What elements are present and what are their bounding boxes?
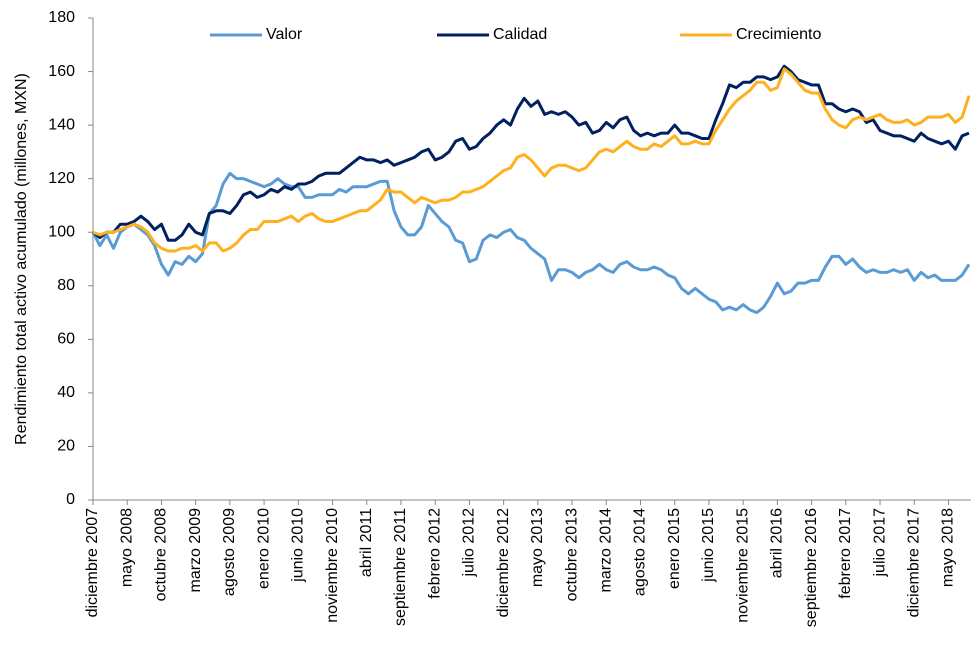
x-tick-label: mayo 2013 (529, 508, 546, 587)
x-tick-label: mayo 2018 (940, 508, 957, 587)
x-tick-label: febrero 2017 (837, 508, 854, 599)
y-tick-label: 80 (57, 277, 75, 294)
y-tick-label: 140 (48, 116, 75, 133)
x-tick-label: diciembre 2012 (495, 508, 512, 618)
y-tick-label: 120 (48, 170, 75, 187)
x-tick-label: septiembre 2011 (392, 508, 409, 626)
x-tick-label: agosto 2014 (632, 508, 649, 596)
x-tick-label: julio 2017 (871, 508, 888, 578)
legend-label: Crecimiento (736, 26, 821, 43)
series-line (92, 64, 970, 242)
y-tick-label: 40 (57, 384, 75, 401)
y-tick-label: 20 (57, 438, 75, 455)
x-tick-label: agosto 2009 (221, 508, 238, 596)
x-tick-label: abril 2016 (769, 508, 786, 578)
x-tick-label: noviembre 2010 (324, 508, 341, 623)
x-tick-label: marzo 2014 (598, 508, 615, 593)
legend-label: Calidad (493, 26, 547, 43)
x-tick-label: noviembre 2015 (734, 508, 751, 623)
y-axis-title: Rendimiento total activo acumulado (mill… (13, 73, 30, 445)
x-tick-label: mayo 2008 (118, 508, 135, 587)
x-tick-label: octubre 2008 (153, 508, 170, 602)
x-tick-label: abril 2011 (358, 508, 375, 577)
y-tick-label: 60 (57, 331, 75, 348)
x-tick-label: diciembre 2007 (84, 508, 101, 618)
y-tick-label: 100 (48, 223, 75, 240)
x-tick-label: enero 2010 (255, 508, 272, 589)
series-line (92, 67, 971, 253)
series-line (91, 171, 971, 315)
x-tick-label: junio 2010 (290, 508, 307, 583)
x-tick-label: febrero 2012 (426, 508, 443, 599)
y-tick-label: 0 (66, 491, 75, 508)
x-tick-label: marzo 2009 (187, 508, 204, 593)
x-tick-label: julio 2012 (461, 508, 478, 578)
x-tick-label: junio 2015 (700, 508, 717, 583)
legend-label: Valor (266, 26, 303, 43)
x-tick-label: enero 2015 (666, 508, 683, 589)
x-tick-label: septiembre 2016 (803, 508, 820, 627)
x-tick-label: diciembre 2017 (905, 508, 922, 618)
y-tick-label: 160 (48, 63, 75, 80)
x-tick-label: octubre 2013 (563, 508, 580, 602)
y-tick-label: 180 (48, 9, 75, 26)
